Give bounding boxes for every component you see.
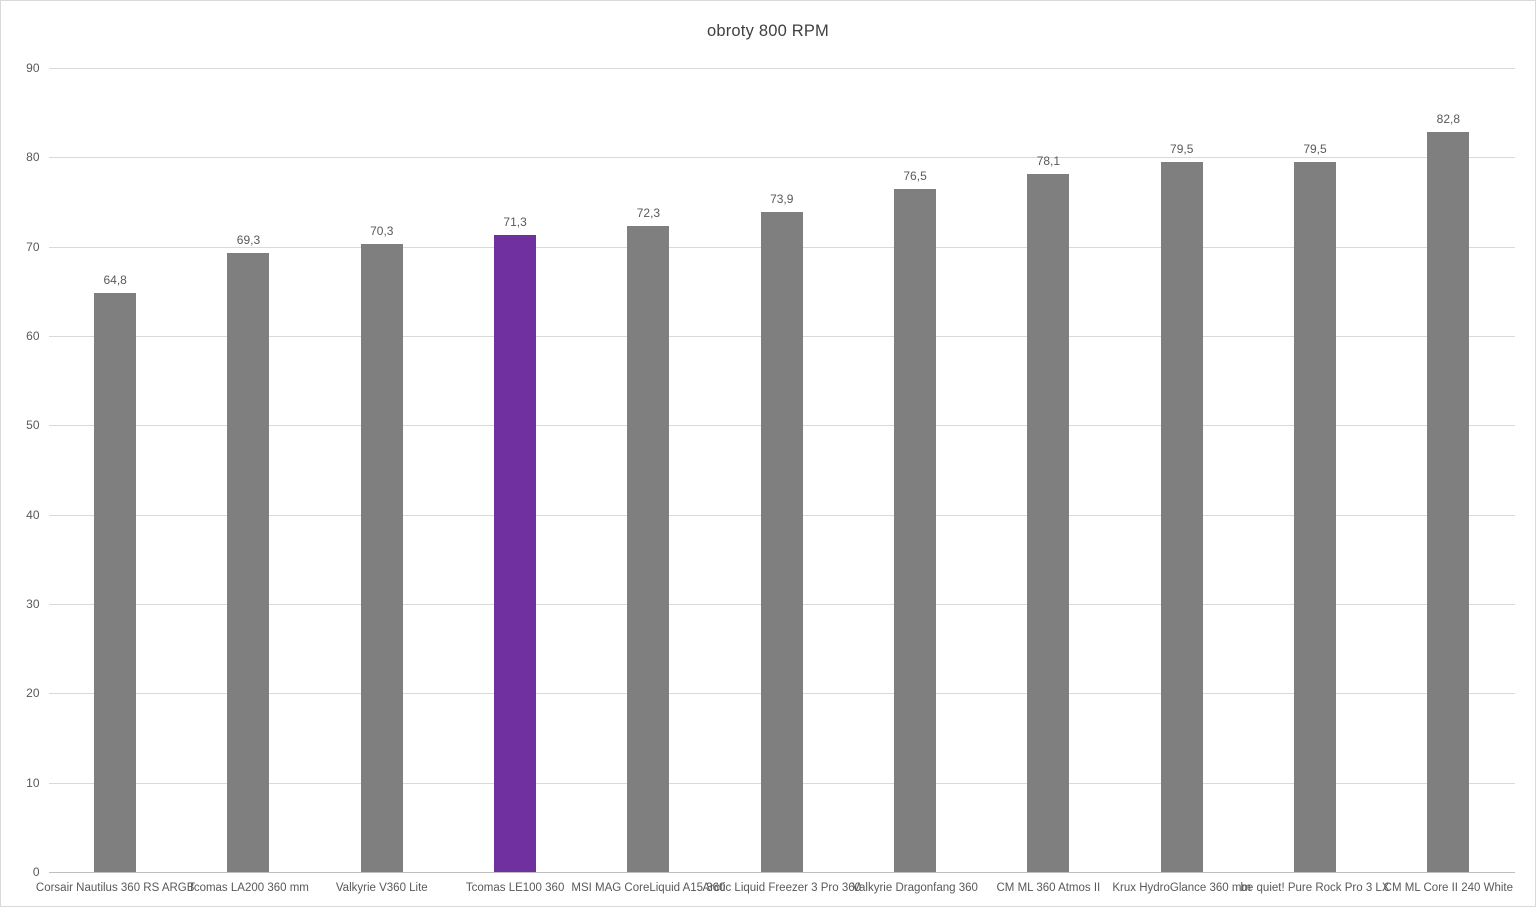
bar-series <box>627 226 670 872</box>
category-label: Arctic Liquid Freezer 3 Pro 360 <box>702 882 862 894</box>
bar-series <box>1427 132 1470 872</box>
bar-value-label: 69,3 <box>236 232 261 247</box>
bar-series <box>94 293 137 872</box>
bar-series <box>894 188 937 872</box>
bar-value-label: 79,5 <box>1303 141 1327 156</box>
bar-series <box>1294 161 1337 872</box>
category-label: Valkyrie V360 Lite <box>335 882 428 894</box>
bar-highlighted <box>494 235 537 872</box>
category-label: CM ML 360 Atmos II <box>996 882 1101 894</box>
y-axis-tick-label: 20 <box>26 686 40 701</box>
bar-value-label: 79,5 <box>1170 141 1194 156</box>
y-axis-tick-label: 40 <box>26 507 40 522</box>
bar-series <box>760 211 803 872</box>
y-axis-tick-label: 60 <box>26 329 40 343</box>
y-gridline <box>48 68 1515 69</box>
y-axis-tick-label: 50 <box>26 418 40 433</box>
y-axis-tick-label: 30 <box>26 597 40 611</box>
bar-value-label: 72,3 <box>636 206 661 221</box>
bar-series <box>227 252 270 872</box>
category-label: CM ML Core II 240 White <box>1383 882 1513 894</box>
y-axis-tick-label: 70 <box>26 239 40 254</box>
bar-value-label: 78,1 <box>1036 154 1061 169</box>
y-gridline <box>48 157 1515 159</box>
category-label: Tcomas LE100 360 <box>465 882 565 894</box>
y-axis-tick-label: 80 <box>26 150 40 165</box>
category-label: MSI MAG CoreLiquid A15 360 <box>571 882 726 894</box>
bar-value-label: 64,8 <box>103 273 127 288</box>
bar-series <box>360 243 403 872</box>
bar-series <box>1027 174 1070 872</box>
category-label: Krux HydroGlance 360 mm <box>1112 882 1252 894</box>
bar-value-label: 70,3 <box>370 223 394 238</box>
category-label: Tcomas LA200 360 mm <box>188 882 309 894</box>
x-axis-line <box>48 872 1515 873</box>
y-axis-tick-label: 10 <box>26 775 40 790</box>
category-label: be quiet! Pure Rock Pro 3 LX <box>1240 882 1390 894</box>
bar-value-label: 73,9 <box>770 191 794 206</box>
category-label: Corsair Nautilus 360 RS ARGB <box>35 882 195 894</box>
bar-value-label: 76,5 <box>903 168 927 183</box>
category-label: Valkyrie Dragonfang 360 <box>852 882 978 894</box>
y-axis-tick-label: 0 <box>32 865 40 879</box>
y-axis-tick-label: 90 <box>26 61 40 75</box>
chart-title: obroty 800 RPM <box>706 22 830 40</box>
bar-series <box>1160 161 1203 872</box>
bar-value-label: 82,8 <box>1436 112 1461 127</box>
bar-value-label: 71,3 <box>503 215 527 230</box>
